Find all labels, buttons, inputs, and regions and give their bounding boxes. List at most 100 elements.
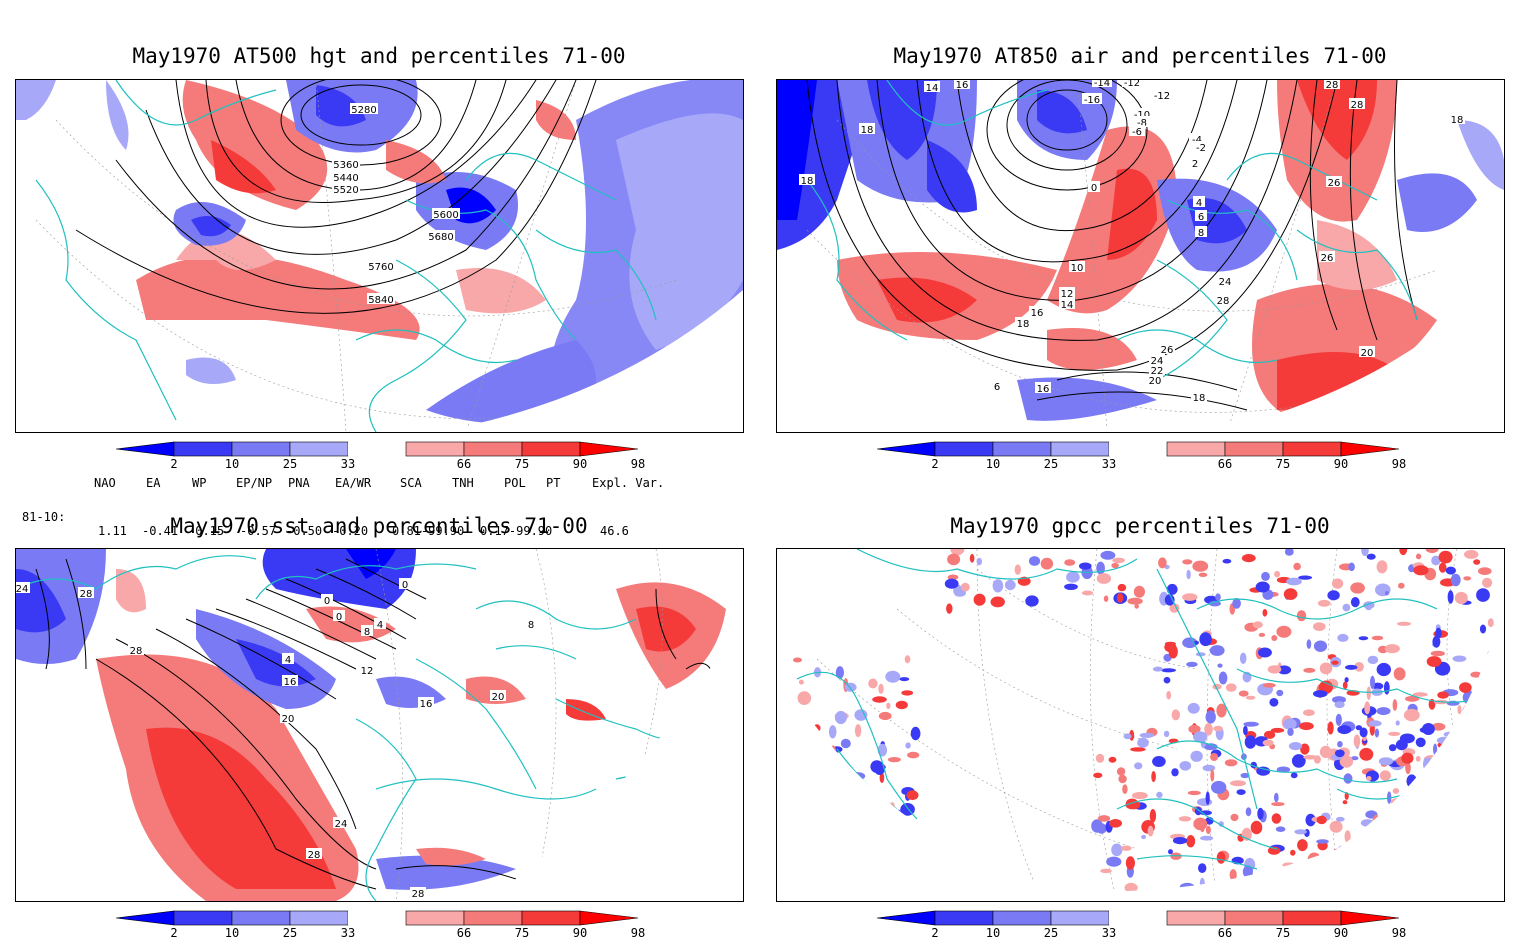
- precip-anomaly-patch: [1406, 774, 1417, 788]
- precip-anomaly-patch: [856, 785, 872, 795]
- precip-anomaly-patch: [1392, 848, 1409, 859]
- colorbar-segment: [405, 441, 465, 457]
- contour-label: 26: [1328, 178, 1341, 189]
- precip-anomaly-patch: [910, 726, 921, 741]
- contour-label: 12: [361, 666, 374, 677]
- precip-anomaly-patch: [1403, 708, 1420, 722]
- contour-label: 28: [412, 889, 425, 900]
- precip-anomaly-patch: [1313, 622, 1326, 631]
- precip-anomaly-patch: [1271, 802, 1285, 807]
- precip-anomaly-patch: [1298, 575, 1313, 580]
- colorbar-gpcc: 2 10 25 33 66 75 90 98: [877, 910, 1406, 940]
- colorbar-tick-label: 98: [631, 457, 645, 471]
- colorbar-segment: [231, 441, 291, 457]
- precip-anomaly-patch: [1192, 560, 1209, 572]
- precip-anomaly-patch: [878, 683, 884, 694]
- precip-anomaly-patch: [846, 800, 858, 811]
- precip-anomaly-patch: [840, 806, 851, 814]
- map-gpcc: [776, 548, 1505, 902]
- precip-anomaly-patch: [1381, 809, 1397, 823]
- precip-anomaly-patch: [1402, 834, 1411, 843]
- precip-anomaly-patch: [1422, 723, 1435, 735]
- precip-anomaly-patch: [840, 738, 851, 749]
- precip-anomaly-patch: [793, 657, 802, 663]
- precip-anomaly-patch: [1376, 662, 1391, 677]
- precip-anomaly-patch: [1229, 869, 1237, 881]
- precip-anomaly-patch: [1111, 843, 1123, 857]
- precip-anomaly-patch: [1388, 731, 1401, 736]
- index-header-cell: NAO: [94, 476, 116, 490]
- shade-blob: [146, 727, 336, 889]
- precip-anomaly-patch: [1450, 759, 1462, 770]
- precip-anomaly-patch: [819, 749, 825, 761]
- contour-label: 14: [926, 83, 939, 94]
- precip-anomaly-patch: [817, 769, 825, 778]
- precip-anomaly-patch: [1193, 817, 1208, 831]
- precip-anomaly-patch: [1216, 851, 1226, 864]
- precip-anomaly-patch: [852, 823, 858, 832]
- precip-anomaly-patch: [901, 690, 914, 696]
- precip-anomaly-patch: [1273, 874, 1286, 888]
- precip-anomaly-patch: [1306, 639, 1312, 649]
- precip-anomaly-patch: [1337, 633, 1349, 642]
- precip-anomaly-patch: [1111, 562, 1119, 569]
- precip-anomaly-patch: [1199, 877, 1205, 890]
- contour-label: 8: [364, 627, 370, 638]
- precip-anomaly-patch: [1357, 851, 1370, 865]
- colorbar-tick-label: 98: [1392, 457, 1406, 471]
- colorbar-segment: [289, 910, 349, 926]
- colorbar-segment: [934, 910, 994, 926]
- precip-anomaly-patch: [1442, 742, 1448, 750]
- precip-anomaly-patch: [1290, 772, 1298, 779]
- precip-anomaly-patch: [1358, 636, 1369, 641]
- precip-anomaly-patch: [1163, 730, 1170, 738]
- contour-label: 0: [402, 580, 408, 591]
- contour-label: -12: [1124, 80, 1140, 89]
- precip-anomaly-patch: [1151, 771, 1156, 783]
- precip-anomaly-patch: [1332, 848, 1341, 859]
- precip-anomaly-patch: [990, 596, 1005, 608]
- precip-anomaly-patch: [1213, 725, 1223, 732]
- precip-anomaly-patch: [1100, 868, 1112, 874]
- precip-anomaly-patch: [1411, 814, 1426, 824]
- contour-label: 20: [492, 692, 505, 703]
- precip-anomaly-patch: [1350, 756, 1359, 761]
- shade-blob: [316, 85, 366, 127]
- precip-anomaly-patch: [904, 655, 911, 664]
- precip-anomaly-patch: [1164, 594, 1175, 606]
- precip-anomaly-patch: [947, 574, 959, 580]
- contour-label: 5440: [333, 173, 358, 184]
- index-header-cell: PT: [546, 476, 561, 490]
- precip-anomaly-patch: [1133, 585, 1145, 598]
- precip-anomaly-patch: [1014, 564, 1021, 575]
- precip-anomaly-patch: [1464, 549, 1479, 559]
- precip-anomaly-patch: [1137, 737, 1149, 748]
- precip-anomaly-patch: [1106, 856, 1122, 867]
- precip-anomaly-patch: [1300, 743, 1310, 755]
- precip-anomaly-patch: [1334, 749, 1345, 758]
- contour-label: 14: [1061, 300, 1074, 311]
- precip-anomaly-patch: [1344, 830, 1351, 843]
- precip-anomaly-patch: [1437, 759, 1449, 764]
- colorbar-tick-label: 2: [170, 926, 177, 940]
- index-header-cell: WP: [192, 476, 207, 490]
- precip-anomaly-patch: [1218, 821, 1224, 827]
- colorbar-tick-label: 2: [931, 926, 938, 940]
- precip-anomaly-patch: [1205, 825, 1211, 835]
- precip-anomaly-patch: [1187, 702, 1200, 714]
- index-header-cell: POL: [504, 476, 526, 490]
- colorbar-segment: [1224, 441, 1284, 457]
- precip-anomaly-patch: [1401, 752, 1414, 764]
- precip-anomaly-patch: [1293, 562, 1301, 571]
- precip-anomaly-patch: [841, 769, 855, 778]
- precip-anomaly-patch: [1368, 720, 1382, 727]
- precip-anomaly-patch: [1124, 882, 1138, 892]
- precip-anomaly-patch: [1379, 770, 1391, 781]
- precip-anomaly-patch: [1269, 698, 1279, 707]
- precip-anomaly-patch: [1093, 772, 1103, 778]
- colorbar-segment: [1340, 441, 1400, 457]
- index-value-cell: -0.41: [142, 524, 179, 538]
- precip-anomaly-patch: [1343, 773, 1353, 784]
- precip-anomaly-patch: [1482, 577, 1493, 588]
- precip-anomaly-patch: [1205, 710, 1216, 724]
